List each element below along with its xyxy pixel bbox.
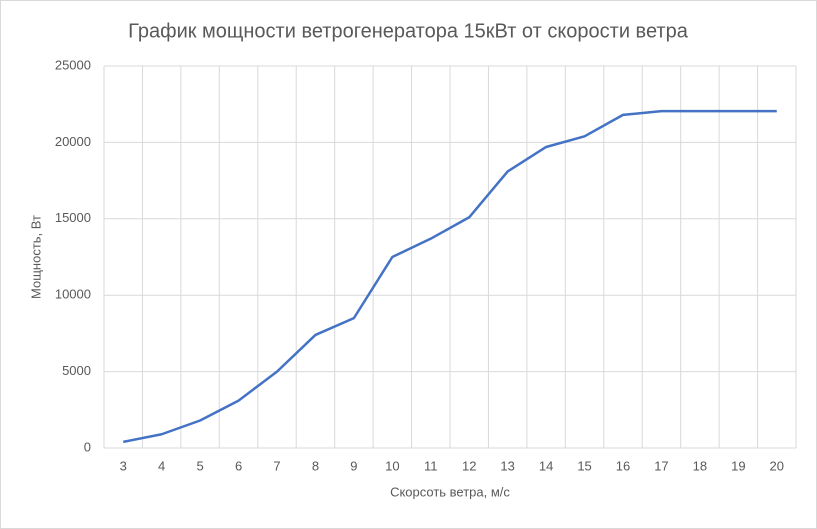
x-tick-label: 5 — [196, 458, 203, 473]
x-tick-label: 9 — [350, 458, 357, 473]
y-tick-label: 15000 — [55, 210, 91, 225]
x-tick-label: 8 — [312, 458, 319, 473]
y-tick-label: 5000 — [62, 363, 91, 378]
x-tick-label: 20 — [770, 458, 784, 473]
x-tick-label: 11 — [424, 458, 438, 473]
x-axis-label: Скорсоть ветра, м/с — [390, 484, 510, 499]
x-tick-label: 4 — [158, 458, 165, 473]
x-tick-label: 7 — [273, 458, 280, 473]
x-tick-label: 10 — [385, 458, 399, 473]
x-tick-label: 6 — [235, 458, 242, 473]
x-tick-label: 17 — [654, 458, 668, 473]
chart-title: График мощности ветрогенератора 15кВт от… — [128, 20, 689, 42]
x-tick-label: 3 — [120, 458, 127, 473]
x-tick-label: 18 — [693, 458, 707, 473]
y-axis-label: Мощность, Вт — [28, 215, 43, 299]
x-tick-label: 19 — [731, 458, 745, 473]
y-tick-label: 25000 — [55, 57, 91, 72]
y-tick-label: 10000 — [55, 287, 91, 302]
x-tick-label: 16 — [616, 458, 630, 473]
y-tick-label: 20000 — [55, 134, 91, 149]
line-series — [122, 109, 777, 444]
y-tick-label: 0 — [84, 439, 91, 454]
x-tick-label: 14 — [539, 458, 553, 473]
x-tick-label: 15 — [577, 458, 591, 473]
x-tick-label: 13 — [500, 458, 514, 473]
x-tick-label: 12 — [462, 458, 476, 473]
